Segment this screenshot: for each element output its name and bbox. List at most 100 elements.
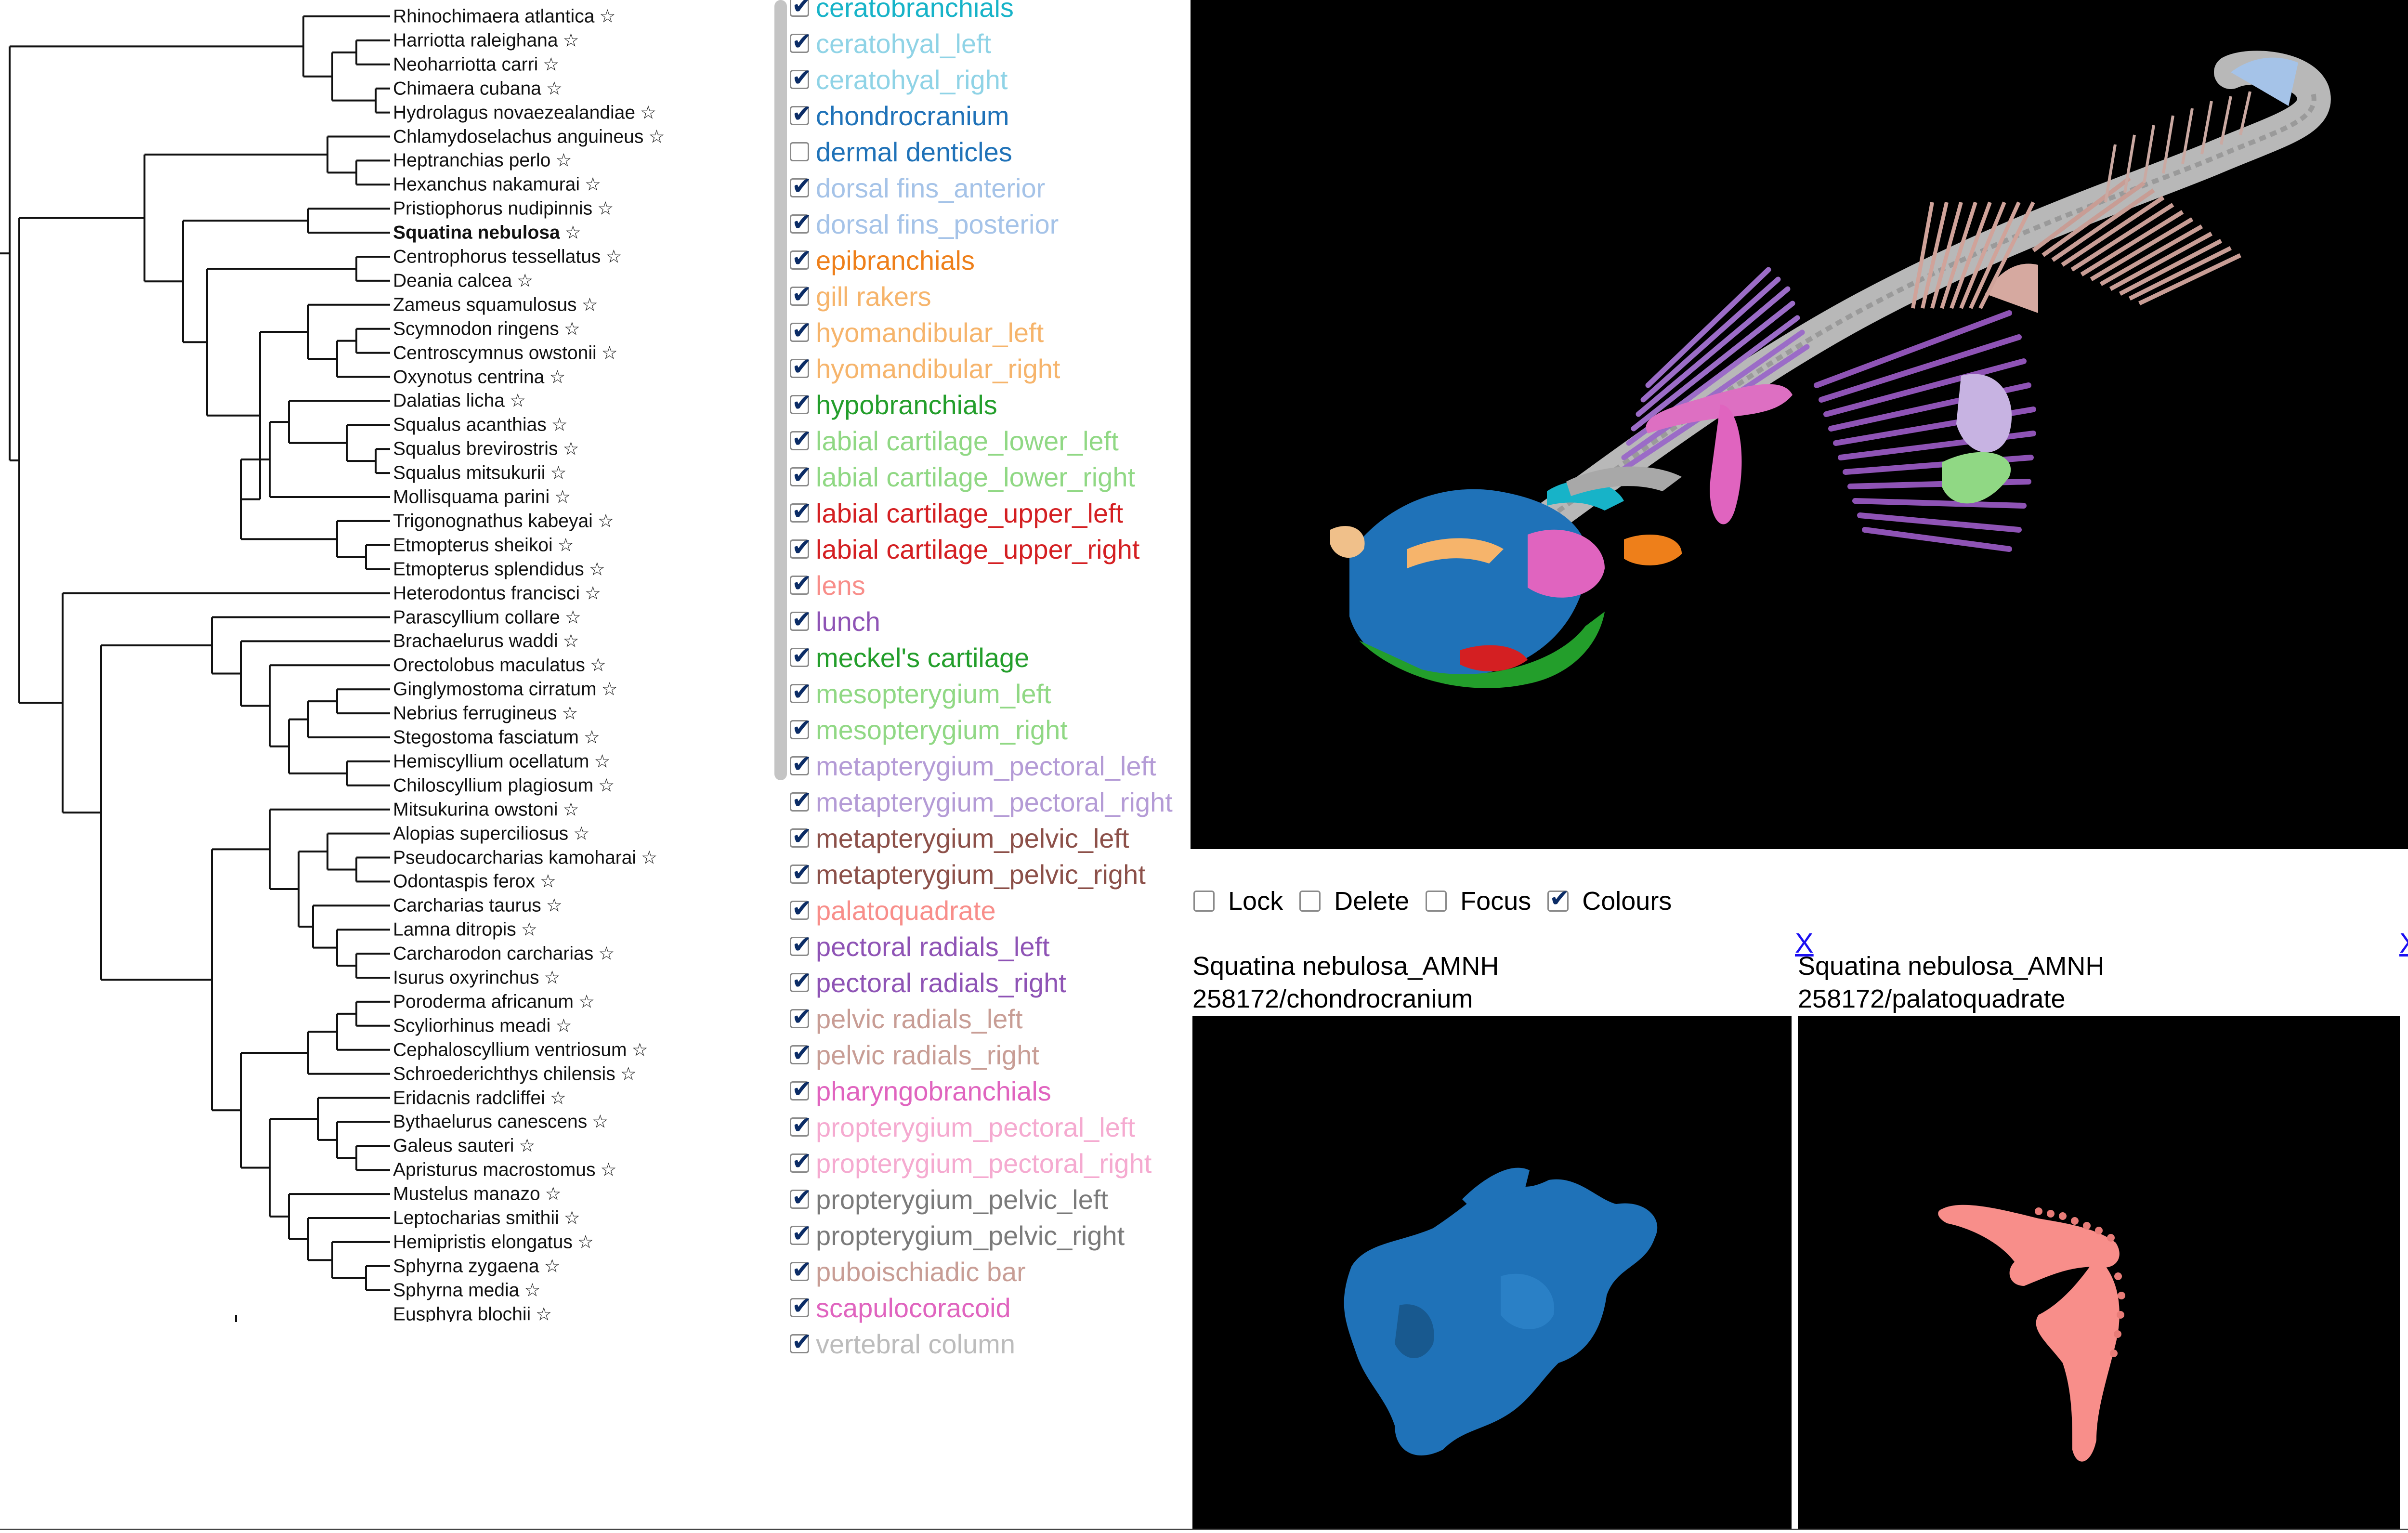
tree-tip-label[interactable]: Oxynotus centrina ☆ [393,367,565,386]
star-icon[interactable]: ☆ [631,1039,648,1061]
star-icon[interactable]: ☆ [544,1255,561,1277]
part-checkbox[interactable] [790,142,809,161]
part-item[interactable]: metapterygium_pectoral_right [790,784,1173,820]
star-icon[interactable]: ☆ [551,414,568,435]
delete-checkbox[interactable] [1299,891,1321,912]
tree-tip-label[interactable]: Sphyrna media ☆ [393,1281,540,1299]
star-icon[interactable]: ☆ [589,558,605,580]
tree-tip-label[interactable]: Mollisquama parini ☆ [393,488,571,507]
star-icon[interactable]: ☆ [517,270,534,291]
star-icon[interactable]: ☆ [563,438,579,459]
star-icon[interactable]: ☆ [519,1135,536,1156]
focus-checkbox[interactable] [1426,891,1447,912]
part-item[interactable]: vertebral column [790,1326,1015,1362]
part-item[interactable]: labial cartilage_lower_right [790,459,1135,495]
part-item[interactable]: ceratohyal_left [790,26,991,61]
part-item[interactable]: lunch [790,603,880,639]
tree-tip-label[interactable]: Centroscymnus owstonii ☆ [393,343,618,362]
tree-tip-label[interactable]: Hemipristis elongatus ☆ [393,1232,594,1251]
part-item[interactable]: ceratohyal_right [790,62,1008,97]
part-checkbox[interactable] [790,1075,812,1103]
part-list-scrollbar[interactable] [774,0,787,780]
part-item[interactable]: ceratobranchials [790,0,1014,25]
tree-tip-label[interactable]: Nebrius ferrugineus ☆ [393,704,578,723]
star-icon[interactable]: ☆ [620,1063,637,1085]
star-icon[interactable]: ☆ [594,750,611,772]
part-item[interactable]: mesopterygium_left [790,676,1051,711]
part-label[interactable]: propterygium_pectoral_right [816,1148,1152,1179]
star-icon[interactable]: ☆ [546,894,563,916]
star-icon[interactable]: ☆ [578,991,595,1012]
tree-tip-label[interactable]: Chiloscyllium plagiosum ☆ [393,776,615,795]
part-item[interactable]: metapterygium_pelvic_right [790,856,1146,892]
star-icon[interactable]: ☆ [563,799,579,820]
chondrocranium-viewer[interactable] [1192,1016,1792,1529]
part-label[interactable]: lens [816,570,865,601]
part-checkbox[interactable] [790,316,812,344]
part-checkbox[interactable] [790,894,812,922]
part-item[interactable]: propterygium_pectoral_right [790,1145,1152,1181]
tree-tip-label[interactable]: Ginglymostoma cirratum ☆ [393,680,618,699]
part-checkbox[interactable] [790,172,812,200]
star-icon[interactable]: ☆ [601,342,618,364]
star-icon[interactable]: ☆ [563,29,579,51]
part-checkbox[interactable] [790,569,812,597]
part-label[interactable]: labial cartilage_upper_left [816,498,1124,528]
tree-tip-label[interactable]: Zameus squamulosus ☆ [393,295,598,314]
part-item[interactable]: pelvic radials_left [790,1001,1023,1036]
part-item[interactable]: labial cartilage_upper_right [790,531,1139,567]
part-label[interactable]: metapterygium_pelvic_left [816,823,1129,853]
tree-tip-label[interactable]: Squalus acanthias ☆ [393,416,568,434]
part-checkbox[interactable] [790,858,812,886]
star-icon[interactable]: ☆ [641,847,658,868]
palatoquadrate-viewer[interactable] [1798,1016,2400,1529]
tree-tip-label[interactable]: Etmopterus sheikoi ☆ [393,536,574,554]
part-item[interactable]: hyomandibular_left [790,314,1044,350]
part-item[interactable]: mesopterygium_right [790,712,1068,747]
tree-tip-label[interactable]: Bythaelurus canescens ☆ [393,1113,608,1131]
part-item[interactable]: puboischiadic bar [790,1254,1026,1289]
part-label[interactable]: meckel's cartilage [816,642,1030,673]
part-label[interactable]: epibranchials [816,245,975,275]
tree-tip-label[interactable]: Harriotta raleighana ☆ [393,31,579,50]
delete-control[interactable]: Delete [1299,886,1409,916]
tree-tip-label[interactable]: Scymnodon ringens ☆ [393,319,580,338]
tree-tip-label[interactable]: Parascyllium collare ☆ [393,608,581,627]
part-item[interactable]: palatoquadrate [790,892,996,928]
tree-tip-label[interactable]: Dalatias licha ☆ [393,392,526,410]
star-icon[interactable]: ☆ [554,486,571,508]
part-checkbox[interactable] [790,786,812,814]
star-icon[interactable]: ☆ [563,630,579,652]
star-icon[interactable]: ☆ [597,510,614,532]
tree-tip-label[interactable]: Lamna ditropis ☆ [393,920,537,939]
star-icon[interactable]: ☆ [585,173,602,195]
star-icon[interactable]: ☆ [555,149,572,171]
part-item[interactable]: dorsal fins_anterior [790,170,1045,206]
part-checkbox[interactable] [790,0,812,19]
part-label[interactable]: hyomandibular_right [816,353,1060,384]
tree-tip-label[interactable]: Mustelus manazo ☆ [393,1185,562,1204]
star-icon[interactable]: ☆ [544,967,561,988]
star-icon[interactable]: ☆ [536,1303,552,1322]
part-label[interactable]: pelvic radials_left [816,1003,1023,1034]
part-checkbox[interactable] [790,605,812,633]
tree-tip-label[interactable]: Squalus brevirostris ☆ [393,440,579,459]
tree-tip-label[interactable]: Mitsukurina owstoni ☆ [393,800,579,819]
close-viewer-2-button[interactable]: X [2399,927,2408,959]
part-checkbox[interactable] [790,750,812,778]
star-icon[interactable]: ☆ [583,726,600,748]
part-item[interactable]: dorsal fins_posterior [790,206,1059,242]
main-3d-viewer[interactable] [1191,0,2408,849]
part-label[interactable]: hyomandibular_left [816,317,1044,348]
star-icon[interactable]: ☆ [550,462,567,484]
part-item[interactable]: propterygium_pelvic_left [790,1181,1108,1217]
tree-tip-label[interactable]: Centrophorus tessellatus ☆ [393,248,622,266]
part-checkbox[interactable] [790,461,812,489]
tree-tip-label[interactable]: Etmopterus splendidus ☆ [393,560,605,578]
part-label[interactable]: lunch [816,606,880,637]
tree-tip-label[interactable]: Chlamydoselachus anguineus ☆ [393,127,665,146]
part-label[interactable]: pharyngobranchials [816,1075,1051,1106]
part-label[interactable]: scapulocoracoid [816,1292,1011,1323]
star-icon[interactable]: ☆ [564,606,581,628]
part-label[interactable]: dermal denticles [816,136,1012,167]
